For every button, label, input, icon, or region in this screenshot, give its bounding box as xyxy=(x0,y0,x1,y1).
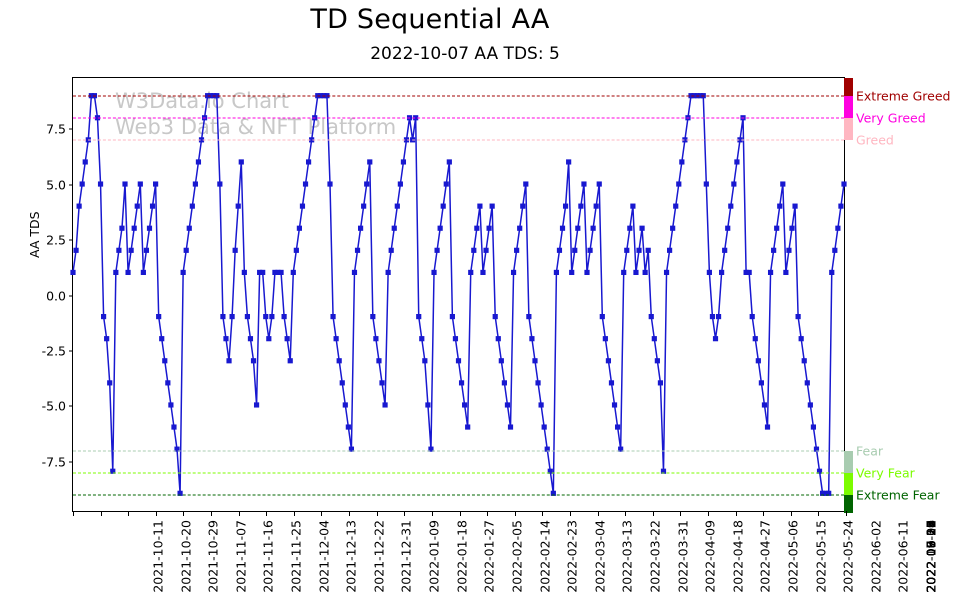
x-axis-tick-mark xyxy=(100,511,102,516)
threshold-label-fear: Fear xyxy=(856,443,883,459)
x-axis-tick-label: 2022-04-27 xyxy=(758,520,773,593)
x-axis-tick-mark xyxy=(376,511,378,516)
x-axis-tick-mark xyxy=(487,511,489,516)
threshold-line-extreme-greed xyxy=(73,95,844,97)
x-axis-tick-mark xyxy=(680,511,682,516)
y-axis-tick-mark xyxy=(69,184,73,186)
x-axis-tick-mark xyxy=(155,511,157,516)
x-axis-tick-label: 2022-06-02 xyxy=(868,520,884,593)
data-series-line xyxy=(70,93,847,496)
x-axis-tick-label: 2021-10-11 xyxy=(150,520,166,593)
threshold-label-greed: Greed xyxy=(856,132,894,148)
x-axis-tick-label: 2022-02-23 xyxy=(564,520,580,593)
x-axis-tick-mark xyxy=(459,511,461,516)
threshold-band xyxy=(844,78,853,96)
threshold-line-greed xyxy=(73,139,844,141)
y-axis-tick-label: 5.0 xyxy=(46,177,66,193)
x-axis-tick-label: 2021-10-29 xyxy=(205,520,221,593)
x-axis-tick-label: 2021-12-31 xyxy=(399,520,415,593)
x-axis-tick-mark xyxy=(183,511,185,516)
x-axis-tick-label: 2021-11-16 xyxy=(261,520,277,593)
threshold-label-extreme-greed: Extreme Greed xyxy=(856,88,951,104)
x-axis-tick-mark xyxy=(293,511,295,516)
x-axis-tick-label: 2022-03-04 xyxy=(592,520,608,593)
x-axis-tick-label: 2022-05-24 xyxy=(840,520,856,593)
x-axis-tick-mark xyxy=(266,511,268,516)
chart-title: TD Sequential AA xyxy=(310,4,550,35)
x-axis-tick-mark xyxy=(625,511,627,516)
threshold-label-very-greed: Very Greed xyxy=(856,110,926,126)
y-axis-tick-label: -7.5 xyxy=(41,454,66,470)
x-axis-tick-label: 2022-05-06 xyxy=(785,520,801,593)
watermark-line-1: W3Data.io Chart xyxy=(115,89,290,113)
y-axis-tick-label: 0.0 xyxy=(46,288,66,303)
x-axis-tick-mark xyxy=(321,511,323,516)
x-axis-tick-label: 2022-03-22 xyxy=(647,520,663,593)
threshold-label-very-fear: Very Fear xyxy=(856,465,915,481)
x-axis-tick-label: 2021-11-25 xyxy=(288,520,304,593)
threshold-band xyxy=(844,495,853,513)
threshold-line-fear xyxy=(73,450,844,452)
y-axis-tick-mark xyxy=(69,461,73,463)
x-axis-tick-label: 2022-02-05 xyxy=(509,520,525,593)
x-axis-tick-label: 2022-06-11 xyxy=(896,520,912,593)
y-axis-tick-label: 7.5 xyxy=(46,121,66,137)
x-axis-tick-mark xyxy=(542,511,544,516)
x-axis-tick-mark xyxy=(431,511,433,516)
y-axis-tick-label: -2.5 xyxy=(41,343,66,359)
threshold-line-very-fear xyxy=(73,472,844,474)
x-axis-tick-label: 2021-10-20 xyxy=(178,520,194,593)
x-axis-tick-mark xyxy=(569,511,571,516)
threshold-band xyxy=(844,473,853,496)
x-axis-tick-label: 2022-05-15 xyxy=(813,520,829,593)
x-axis-tick-mark xyxy=(514,511,516,516)
chart-subtitle: 2022-10-07 AA TDS: 5 xyxy=(370,44,560,64)
y-axis-label: AA TDS xyxy=(27,211,42,258)
x-axis-tick-label: 2021-11-07 xyxy=(233,520,249,593)
x-axis-tick-mark xyxy=(846,511,847,516)
threshold-label-extreme-fear: Extreme Fear xyxy=(856,487,940,503)
x-axis-tick-mark xyxy=(404,511,406,516)
y-axis-tick-mark xyxy=(69,350,73,352)
y-axis-tick-label: 2.5 xyxy=(46,232,66,248)
y-axis-tick-mark xyxy=(69,239,73,241)
threshold-band xyxy=(844,95,853,118)
threshold-line-extreme-fear xyxy=(73,494,844,496)
x-axis-tick-mark xyxy=(707,511,709,516)
x-axis-tick-mark xyxy=(73,511,74,516)
x-axis-tick-label: 2022-10-06 xyxy=(923,520,939,593)
y-axis-tick-label: -5.0 xyxy=(41,398,66,414)
y-axis-tick-mark xyxy=(69,295,73,296)
x-axis-tick-mark xyxy=(238,511,240,516)
x-axis-tick-mark xyxy=(349,511,351,516)
x-axis-tick-label: 2022-03-31 xyxy=(675,520,691,593)
x-axis-tick-mark xyxy=(818,511,820,516)
x-axis-tick-label: 2022-02-14 xyxy=(537,520,553,593)
y-axis-tick-mark xyxy=(69,405,73,407)
x-axis-tick-label: 2022-01-09 xyxy=(426,520,442,593)
x-axis-tick-label: 2021-12-13 xyxy=(343,520,359,593)
plot-area: AA TDS W3Data.io Chart Web3 Data & NFT P… xyxy=(27,77,950,593)
x-axis-tick-label: 2021-12-22 xyxy=(371,520,387,593)
watermark-line-2: Web3 Data & NFT Platform xyxy=(115,115,397,139)
x-axis-tick-label: 2021-12-04 xyxy=(316,520,332,593)
threshold-band xyxy=(844,117,853,141)
x-axis-tick-mark xyxy=(735,511,737,516)
threshold-line-very-greed xyxy=(73,117,844,119)
x-axis-tick-label: 2022-03-13 xyxy=(619,520,635,593)
x-axis-tick-mark xyxy=(652,511,654,516)
x-axis-tick-mark xyxy=(763,511,765,516)
x-axis-tick-label: 2022-04-09 xyxy=(702,520,718,593)
x-axis-tick-mark xyxy=(211,511,213,516)
threshold-band xyxy=(844,450,853,474)
x-axis-tick-label: 2022-04-18 xyxy=(730,520,746,593)
x-axis-tick-label: 2022-01-27 xyxy=(481,520,497,593)
x-axis-tick-mark xyxy=(128,511,130,516)
x-axis-tick-mark xyxy=(790,511,792,516)
y-axis-tick-mark xyxy=(69,128,73,130)
x-axis-tick-mark xyxy=(597,511,599,516)
x-axis-tick-label: 2022-01-18 xyxy=(454,520,470,593)
